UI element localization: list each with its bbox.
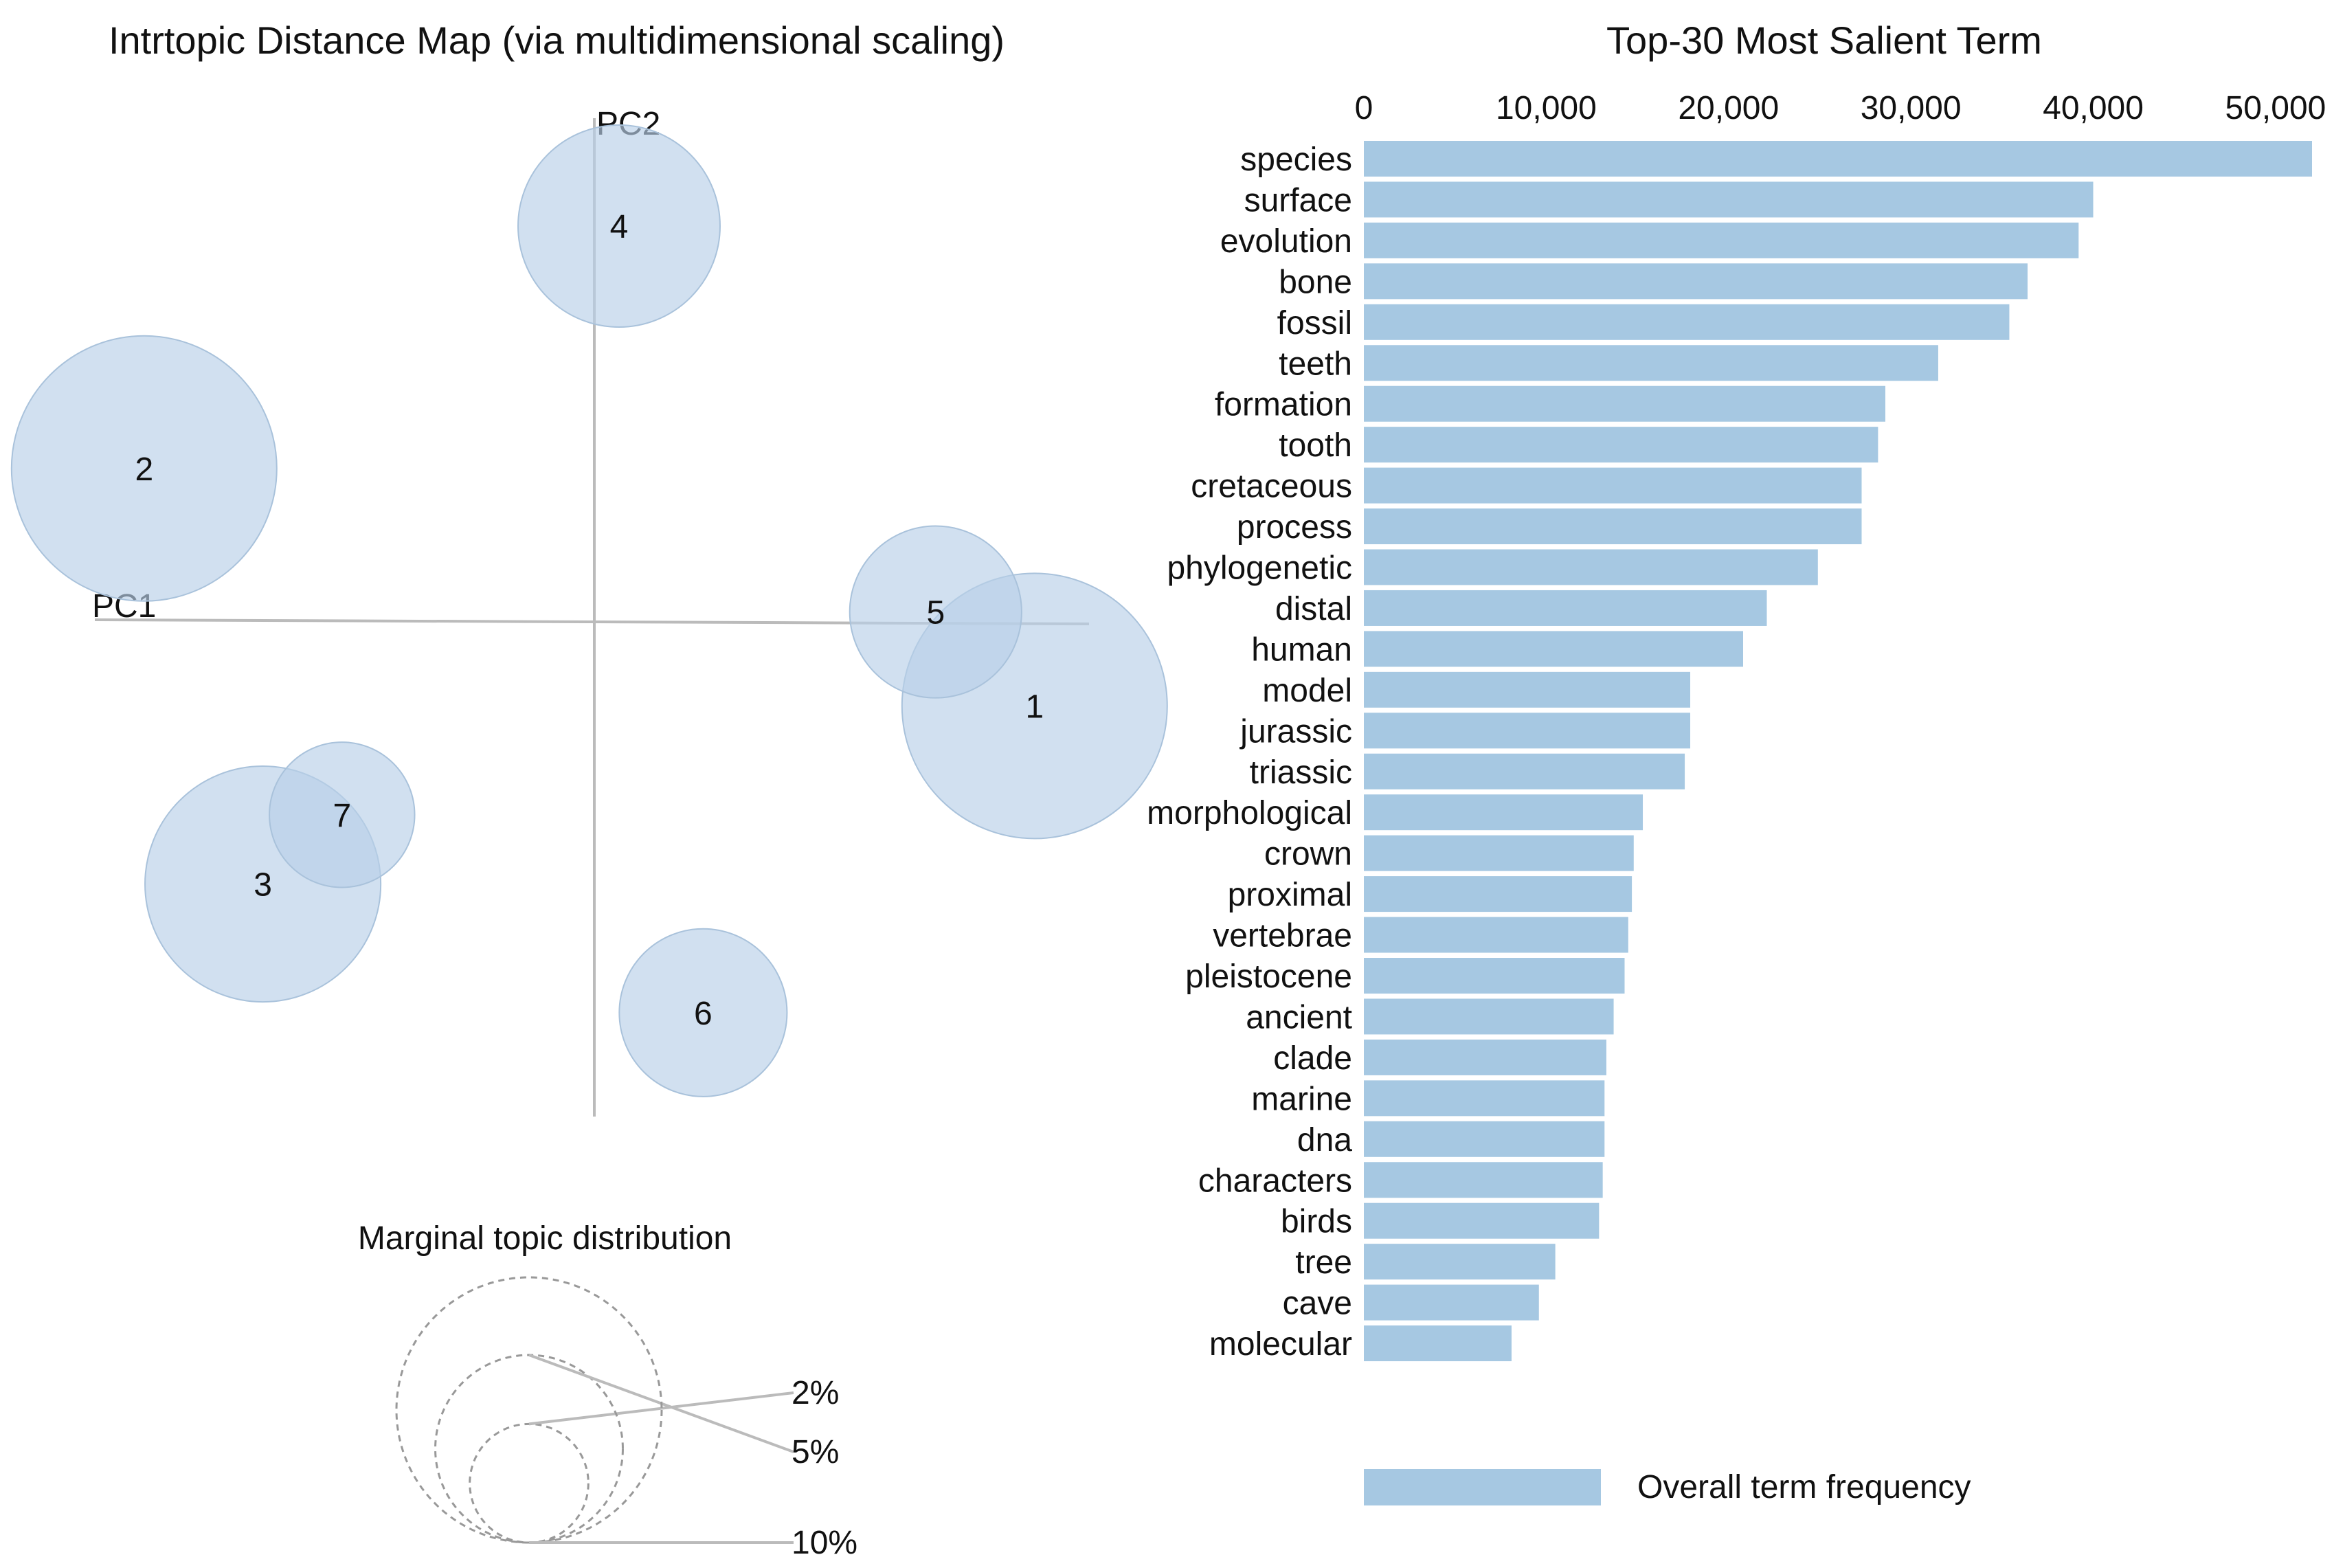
category-label-proximal: proximal [1228, 877, 1352, 913]
category-label-formation: formation [1215, 387, 1352, 423]
size-legend-circle-1 [469, 1422, 590, 1544]
category-label-species: species [1240, 142, 1352, 178]
bar-birds[interactable] [1364, 1202, 1600, 1239]
category-label-human: human [1251, 631, 1352, 668]
category-label-molecular: molecular [1209, 1326, 1352, 1363]
category-label-bone: bone [1279, 264, 1352, 300]
topic-bubble-4[interactable] [517, 124, 721, 328]
category-label-tooth: tooth [1279, 427, 1352, 464]
bar-surface[interactable] [1364, 181, 2094, 218]
size-legend-circle-2 [434, 1354, 624, 1544]
category-label-phylogenetic: phylogenetic [1167, 550, 1352, 587]
category-label-tree: tree [1295, 1244, 1352, 1281]
size-legend-label-2: 5% [792, 1434, 839, 1470]
bar-title: Top-30 Most Salient Term [1606, 19, 2042, 62]
topic-label-2: 2 [135, 451, 153, 488]
bar-phylogenetic[interactable] [1364, 549, 1818, 585]
bar-cave[interactable] [1364, 1284, 1539, 1321]
bar-evolution[interactable] [1364, 222, 2079, 258]
bar-x-ticks: 0 10,000 20,000 30,000 40,000 50,000 [1355, 90, 2326, 126]
bar-cretaceous[interactable] [1364, 467, 1862, 504]
bar-category-labels: species surface evolution bone fossil teeth fo… [1147, 142, 1352, 1363]
x-tick-label-3: 30,000 [1861, 90, 1962, 126]
category-label-distal: distal [1275, 591, 1352, 627]
bar-pleistocene[interactable] [1364, 958, 1625, 994]
size-legend-label-3: 10% [792, 1525, 857, 1561]
bar-bone[interactable] [1364, 263, 2028, 300]
x-tick-label-1: 10,000 [1496, 90, 1597, 126]
topic-bubble-2[interactable] [10, 335, 278, 602]
bar-formation[interactable] [1364, 385, 1885, 422]
topic-bubble-7[interactable] [269, 741, 416, 888]
bar-crown[interactable] [1364, 835, 1634, 871]
bar-tooth[interactable] [1364, 427, 1878, 463]
bar-fossil[interactable] [1364, 304, 2010, 340]
topic-label-1: 1 [1025, 688, 1044, 725]
bar-morphological[interactable] [1364, 794, 1643, 831]
bar-jurassic[interactable] [1364, 713, 1691, 749]
category-label-birds: birds [1281, 1204, 1352, 1240]
category-label-characters: characters [1198, 1163, 1352, 1199]
category-label-morphological: morphological [1147, 795, 1352, 831]
category-label-cretaceous: cretaceous [1191, 469, 1352, 505]
x-tick-label-0: 0 [1355, 90, 1373, 126]
topic-label-4: 4 [610, 209, 629, 245]
size-legend-title: Marginal topic distribution [358, 1220, 732, 1257]
topic-bubbles: 1 2 3 4 5 6 7 [10, 124, 1168, 1097]
x-tick-label-2: 20,000 [1678, 90, 1779, 126]
bar-triassic[interactable] [1364, 753, 1685, 789]
topic-bubble-5[interactable] [849, 525, 1022, 699]
bar-species[interactable] [1364, 141, 2312, 177]
bar-proximal[interactable] [1364, 876, 1632, 912]
category-label-clade: clade [1273, 1040, 1352, 1077]
bar-characters[interactable] [1364, 1162, 1603, 1198]
category-label-teeth: teeth [1279, 346, 1352, 382]
category-label-jurassic: jurassic [1239, 713, 1352, 750]
bar-marine[interactable] [1364, 1080, 1605, 1117]
bar-legend-label: Overall term frequency [1637, 1469, 1971, 1505]
bar-vertebrae[interactable] [1364, 917, 1628, 953]
topic-label-7: 7 [333, 798, 351, 834]
bar-distal[interactable] [1364, 590, 1767, 626]
topic-bubble-6[interactable] [618, 928, 788, 1097]
category-label-marine: marine [1251, 1081, 1352, 1117]
bar-model[interactable] [1364, 671, 1691, 708]
category-label-evolution: evolution [1220, 223, 1352, 260]
topic-label-5: 5 [926, 595, 945, 631]
category-label-dna: dna [1297, 1122, 1352, 1158]
bar-teeth[interactable] [1364, 345, 1938, 381]
size-legend-line-1 [528, 1391, 794, 1426]
bar-ancient[interactable] [1364, 998, 1614, 1035]
category-label-crown: crown [1264, 836, 1352, 873]
category-label-ancient: ancient [1246, 999, 1352, 1035]
bar-molecular[interactable] [1364, 1325, 1512, 1362]
category-label-triassic: triassic [1250, 754, 1352, 791]
topic-label-3: 3 [254, 867, 272, 904]
category-label-model: model [1262, 673, 1352, 709]
mds-title: Intrtopic Distance Map (via multidimensi… [109, 19, 1005, 62]
bar-process[interactable] [1364, 508, 1862, 545]
bar-human[interactable] [1364, 631, 1743, 667]
category-label-fossil: fossil [1277, 305, 1352, 341]
bar-series [1364, 141, 2312, 1362]
bar-clade[interactable] [1364, 1039, 1606, 1075]
size-legend-label-1: 2% [792, 1375, 839, 1411]
category-label-vertebrae: vertebrae [1213, 918, 1352, 954]
x-tick-label-5: 50,000 [2225, 90, 2326, 126]
bar-dna[interactable] [1364, 1121, 1605, 1157]
bar-legend-swatch [1364, 1469, 1601, 1505]
size-legend: 2% 5% 10% [395, 1276, 857, 1561]
bar-tree[interactable] [1364, 1244, 1556, 1280]
category-label-surface: surface [1244, 182, 1352, 219]
size-legend-circle-3 [395, 1276, 663, 1544]
category-label-process: process [1237, 509, 1352, 546]
x-tick-label-4: 40,000 [2043, 90, 2144, 126]
category-label-pleistocene: pleistocene [1185, 959, 1352, 995]
category-label-cave: cave [1283, 1286, 1352, 1322]
topic-label-6: 6 [694, 996, 712, 1032]
